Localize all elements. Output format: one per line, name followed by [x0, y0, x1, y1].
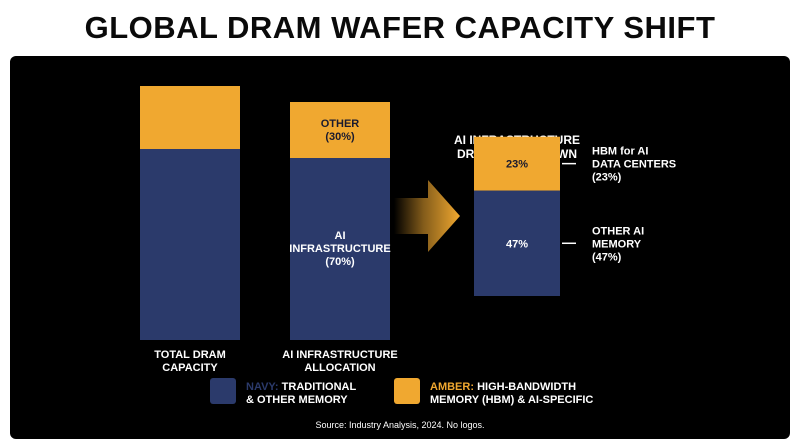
bar-2-navy-label: AI INFRASTRUCTURE (70%)	[289, 230, 390, 268]
breakdown-amber-callout-label: HBM for AI DATA CENTERS (23%)	[592, 146, 676, 184]
breakdown-segment-amber	[474, 136, 560, 191]
breakdown-segment-navy	[474, 190, 560, 296]
x-tick-label-1: TOTAL DRAM CAPACITY	[154, 349, 226, 374]
legend-label-amber: AMBER: HIGH-BANDWIDTH MEMORY (HBM) & AI-S…	[430, 381, 593, 406]
chart-canvas: TOTAL DRAM CAPACITY AI INFRASTRUCTURE (70%) O…	[140, 86, 676, 430]
legend-swatch-amber	[394, 378, 420, 404]
bar-1-segment-amber	[140, 86, 240, 149]
x-tick-label-2: AI INFRASTRUCTURE ALLOCATION	[282, 349, 398, 374]
source-note: Source: Industry Analysis, 2024. No logo…	[315, 420, 484, 430]
breakdown-navy-value-label: 47%	[506, 238, 528, 250]
breakdown-amber-value-label: 23%	[506, 159, 528, 171]
legend-label-navy: NAVY: TRADITIONAL & OTHER MEMORY	[246, 381, 356, 406]
chart-panel: TOTAL DRAM CAPACITY AI INFRASTRUCTURE (70%) O…	[10, 56, 790, 439]
chart-title: GLOBAL DRAM WAFER CAPACITY SHIFT	[84, 10, 716, 45]
bar-2-amber-label: OTHER (30%)	[321, 118, 360, 143]
bar-1-segment-navy	[140, 149, 240, 340]
transition-arrow	[394, 180, 460, 252]
breakdown-navy-callout-label: OTHER AI MEMORY (47%)	[592, 225, 644, 263]
bar-2-segment-navy	[290, 158, 390, 340]
legend-swatch-navy	[210, 378, 236, 404]
bar-2-segment-amber	[290, 102, 390, 158]
